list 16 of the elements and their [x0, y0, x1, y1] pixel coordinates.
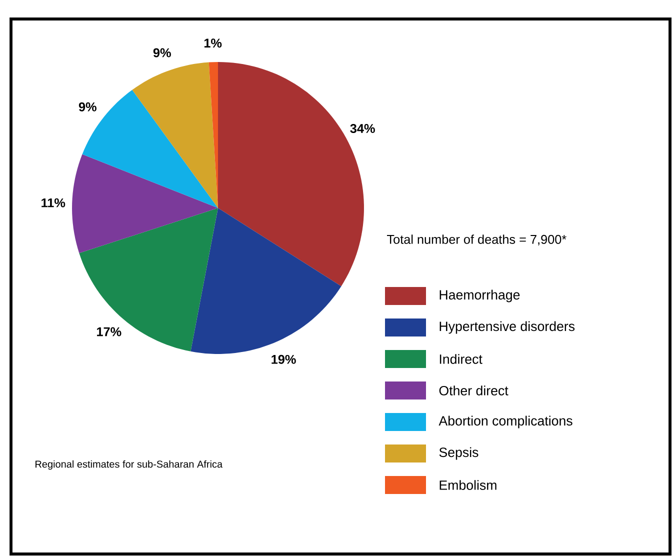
- legend-label: Sepsis: [439, 447, 478, 460]
- legend-label: Abortion complications: [438, 416, 572, 428]
- legend-label: Haemorrhage: [440, 290, 520, 302]
- legend-label: Other direct: [439, 386, 508, 396]
- text: Total number of deaths = 7,900*: [387, 234, 566, 246]
- data-label: 19%: [272, 354, 296, 364]
- data-label: 9%: [153, 48, 171, 58]
- data-label: 34%: [350, 124, 375, 134]
- legend-label: Hypertensive disorders: [440, 321, 575, 334]
- data-label: 9%: [78, 102, 96, 112]
- legend-label: Indirect: [440, 354, 482, 364]
- legend-label: Embolism: [440, 480, 496, 490]
- data-label: 17%: [97, 327, 122, 336]
- data-label: 1%: [204, 38, 222, 48]
- data-label: 11%: [42, 198, 66, 208]
- text: Regional estimates for sub-Saharan Africa: [36, 460, 223, 470]
